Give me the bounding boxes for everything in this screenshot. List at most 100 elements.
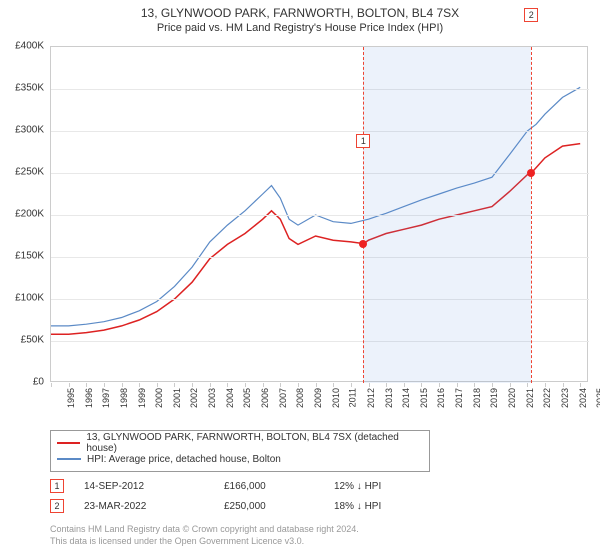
x-tick bbox=[457, 383, 458, 387]
x-tick bbox=[210, 383, 211, 387]
x-tick bbox=[227, 383, 228, 387]
x-axis-label: 2024 bbox=[578, 388, 588, 408]
x-tick bbox=[157, 383, 158, 387]
sale-marker-box: 1 bbox=[356, 134, 370, 148]
x-axis-label: 2011 bbox=[348, 388, 358, 407]
chart-subtitle: Price paid vs. HM Land Registry's House … bbox=[0, 20, 600, 40]
x-tick bbox=[174, 383, 175, 387]
x-tick bbox=[122, 383, 123, 387]
x-tick bbox=[369, 383, 370, 387]
y-axis-label: £200K bbox=[4, 209, 44, 220]
x-tick bbox=[263, 383, 264, 387]
y-axis-label: £150K bbox=[4, 251, 44, 262]
y-axis-label: £0 bbox=[4, 377, 44, 388]
x-tick bbox=[404, 383, 405, 387]
x-tick bbox=[563, 383, 564, 387]
legend-label: 13, GLYNWOOD PARK, FARNWORTH, BOLTON, BL… bbox=[86, 432, 423, 454]
x-axis-label: 2004 bbox=[225, 388, 235, 408]
x-axis-label: 1999 bbox=[137, 388, 147, 408]
legend-swatch bbox=[57, 442, 80, 444]
shaded-region bbox=[363, 47, 531, 383]
x-axis-label: 2001 bbox=[172, 388, 182, 408]
x-tick bbox=[351, 383, 352, 387]
sales-delta: 18% ↓ HPI bbox=[334, 501, 454, 512]
y-axis-label: £300K bbox=[4, 125, 44, 136]
plot-area: 12 bbox=[50, 46, 588, 382]
sale-marker-box: 2 bbox=[524, 8, 538, 22]
footnote-line2: This data is licensed under the Open Gov… bbox=[50, 536, 359, 548]
x-tick bbox=[192, 383, 193, 387]
footnote: Contains HM Land Registry data © Crown c… bbox=[50, 524, 359, 547]
x-axis-label: 2018 bbox=[472, 388, 482, 408]
sales-row-marker: 1 bbox=[50, 479, 64, 493]
sales-delta: 12% ↓ HPI bbox=[334, 481, 454, 492]
x-axis-label: 2012 bbox=[366, 388, 376, 408]
x-axis-label: 2017 bbox=[454, 388, 464, 408]
y-axis-label: £50K bbox=[4, 335, 44, 346]
x-tick bbox=[439, 383, 440, 387]
y-axis-label: £350K bbox=[4, 83, 44, 94]
legend-item: 13, GLYNWOOD PARK, FARNWORTH, BOLTON, BL… bbox=[57, 435, 423, 451]
x-tick bbox=[492, 383, 493, 387]
x-axis-label: 2005 bbox=[242, 388, 252, 408]
x-axis-label: 2023 bbox=[560, 388, 570, 408]
sales-row: 1 14-SEP-2012£166,00012% ↓ HPI bbox=[50, 476, 454, 496]
x-axis-label: 2025 bbox=[595, 388, 600, 408]
x-tick bbox=[316, 383, 317, 387]
x-axis-label: 2000 bbox=[154, 388, 164, 408]
x-axis-label: 2016 bbox=[436, 388, 446, 408]
x-axis-label: 2009 bbox=[313, 388, 323, 408]
sales-price: £166,000 bbox=[224, 481, 334, 492]
x-axis-label: 2003 bbox=[207, 388, 217, 408]
x-tick bbox=[510, 383, 511, 387]
sales-row: 2 23-MAR-2022£250,00018% ↓ HPI bbox=[50, 496, 454, 516]
sales-date: 14-SEP-2012 bbox=[84, 481, 224, 492]
x-axis-label: 2007 bbox=[278, 388, 288, 408]
x-tick bbox=[333, 383, 334, 387]
x-axis-label: 1998 bbox=[119, 388, 129, 408]
x-tick bbox=[69, 383, 70, 387]
sale-vline bbox=[363, 47, 364, 383]
y-axis-label: £100K bbox=[4, 293, 44, 304]
x-tick bbox=[527, 383, 528, 387]
sale-dot bbox=[527, 169, 535, 177]
x-axis-label: 1995 bbox=[66, 388, 76, 408]
sales-row-marker: 2 bbox=[50, 499, 64, 513]
x-axis-label: 1996 bbox=[84, 388, 94, 408]
legend: 13, GLYNWOOD PARK, FARNWORTH, BOLTON, BL… bbox=[50, 430, 430, 472]
footnote-line1: Contains HM Land Registry data © Crown c… bbox=[50, 524, 359, 536]
x-axis-label: 1997 bbox=[101, 388, 111, 408]
x-axis-label: 2014 bbox=[401, 388, 411, 408]
legend-label: HPI: Average price, detached house, Bolt… bbox=[87, 454, 281, 465]
y-axis-label: £400K bbox=[4, 41, 44, 52]
sale-dot bbox=[359, 240, 367, 248]
chart-title: 13, GLYNWOOD PARK, FARNWORTH, BOLTON, BL… bbox=[0, 0, 600, 20]
x-axis-label: 2006 bbox=[260, 388, 270, 408]
x-tick bbox=[245, 383, 246, 387]
x-axis-label: 2002 bbox=[190, 388, 200, 408]
x-tick bbox=[474, 383, 475, 387]
x-tick bbox=[104, 383, 105, 387]
y-axis-label: £250K bbox=[4, 167, 44, 178]
x-axis-label: 2022 bbox=[542, 388, 552, 408]
x-axis-label: 2021 bbox=[525, 388, 535, 408]
x-tick bbox=[86, 383, 87, 387]
sales-table: 1 14-SEP-2012£166,00012% ↓ HPI 2 23-MAR-202… bbox=[50, 476, 454, 516]
sales-price: £250,000 bbox=[224, 501, 334, 512]
x-tick bbox=[580, 383, 581, 387]
x-tick bbox=[298, 383, 299, 387]
x-axis-label: 2015 bbox=[419, 388, 429, 408]
x-tick bbox=[545, 383, 546, 387]
x-axis-label: 2020 bbox=[507, 388, 517, 408]
legend-swatch bbox=[57, 458, 81, 460]
sale-vline bbox=[531, 47, 532, 383]
x-tick bbox=[421, 383, 422, 387]
x-axis-label: 2008 bbox=[295, 388, 305, 408]
x-tick bbox=[51, 383, 52, 387]
x-axis-label: 2013 bbox=[384, 388, 394, 408]
x-tick bbox=[280, 383, 281, 387]
x-axis-label: 2010 bbox=[331, 388, 341, 408]
x-tick bbox=[386, 383, 387, 387]
sales-date: 23-MAR-2022 bbox=[84, 501, 224, 512]
chart-container: { "title": "13, GLYNWOOD PARK, FARNWORTH… bbox=[0, 0, 600, 560]
